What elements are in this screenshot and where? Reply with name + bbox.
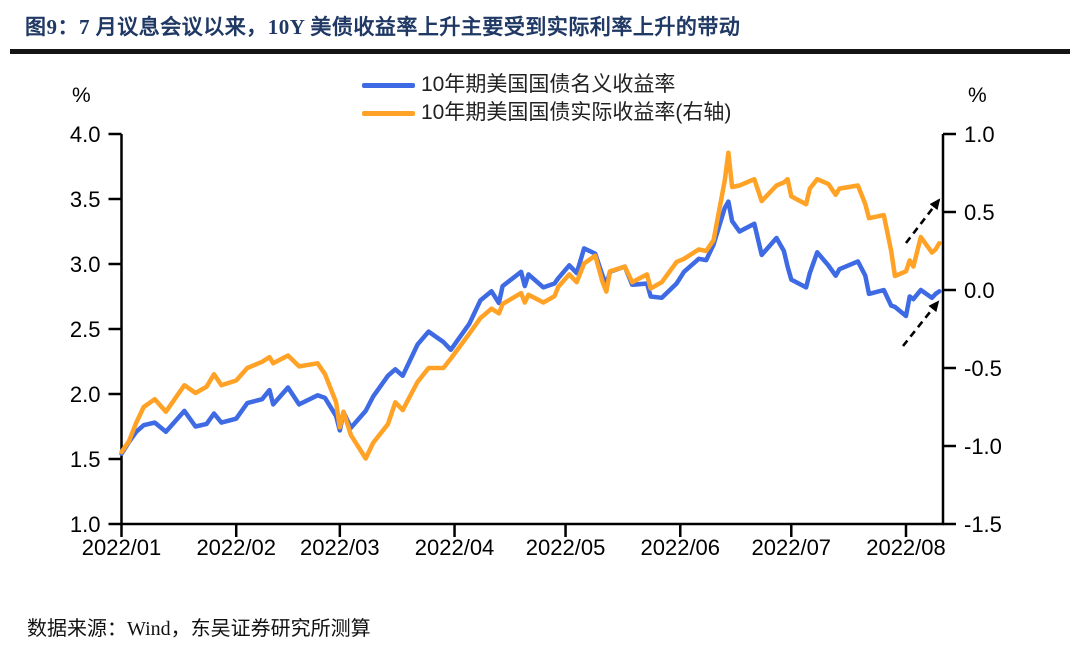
left-axis-unit: % (72, 84, 91, 107)
x-axis-tick-label: 2022/04 (415, 535, 495, 560)
legend-item-real: 10年期美国国债实际收益率(右轴) (362, 99, 731, 127)
legend-label-nominal: 10年期美国国债名义收益率 (421, 73, 676, 96)
right-axis-tick-label: 0.0 (964, 278, 995, 303)
left-axis-tick-label: 1.0 (70, 512, 101, 537)
left-axis-tick-label: 3.0 (70, 252, 101, 277)
x-axis-tick-label: 2022/08 (866, 535, 946, 560)
left-axis-tick-label: 3.5 (70, 187, 101, 212)
trend-up-arrow (904, 198, 941, 244)
left-axis-tick-label: 1.5 (70, 447, 101, 472)
right-axis-tick-label: 1.0 (964, 122, 995, 147)
right-axis-tick-label: 0.5 (964, 200, 995, 225)
x-axis-tick-label: 2022/07 (752, 535, 832, 560)
trend-up-arrow (901, 300, 940, 347)
x-axis-tick-label: 2022/01 (82, 535, 162, 560)
nominal-yield-line (119, 199, 942, 457)
right-axis-tick-label: -1.5 (964, 512, 1002, 537)
left-axis-tick-label: 2.5 (70, 317, 101, 342)
x-axis-tick-label: 2022/06 (641, 535, 721, 560)
left-axis-tick-label: 2.0 (70, 382, 101, 407)
right-axis-tick-label: -0.5 (964, 356, 1002, 381)
real-line-swatch-icon (362, 110, 415, 116)
x-axis-tick-label: 2022/05 (526, 535, 606, 560)
legend: 10年期美国国债名义收益率 10年期美国国债实际收益率(右轴) (362, 71, 731, 127)
title-divider (10, 49, 1070, 54)
x-axis-tick-label: 2022/02 (196, 535, 276, 560)
legend-label-real: 10年期美国国债实际收益率(右轴) (421, 101, 732, 124)
right-axis-unit: % (968, 84, 987, 107)
right-axis-tick-label: -1.0 (964, 434, 1002, 459)
data-source-note: 数据来源：Wind，东吴证券研究所测算 (27, 618, 371, 640)
figure-title: 图9：7 月议息会议以来，10Y 美债收益率上升主要受到实际利率上升的带动 (25, 15, 741, 39)
nominal-line-swatch-icon (362, 82, 415, 88)
left-axis-tick-label: 4.0 (70, 122, 101, 147)
x-axis-tick-label: 2022/03 (300, 535, 380, 560)
real-yield-line (119, 150, 942, 461)
legend-item-nominal: 10年期美国国债名义收益率 (362, 71, 731, 99)
